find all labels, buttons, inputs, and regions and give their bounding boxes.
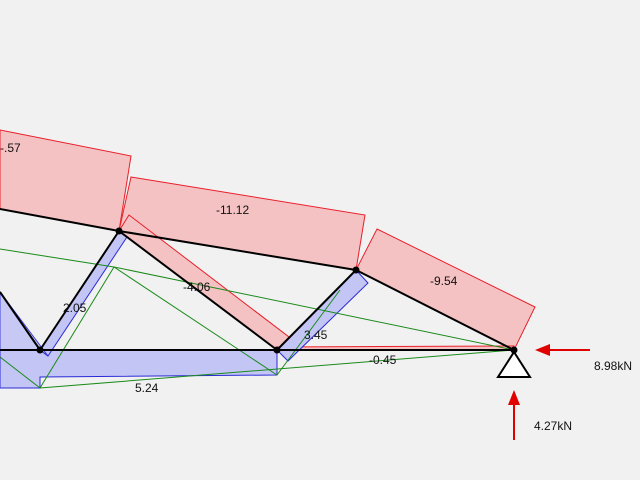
member-diagonal-b xyxy=(118,230,278,351)
member-top-chord-right xyxy=(355,269,515,351)
deformed-left-1 xyxy=(0,356,41,389)
node xyxy=(352,266,360,274)
deformed-diagonal-1 xyxy=(39,266,115,389)
vertical-reaction-arrow-icon xyxy=(508,390,520,440)
truss-members xyxy=(0,208,515,351)
node xyxy=(510,346,518,354)
deformed-top-chord xyxy=(0,248,115,268)
member-diagonal-left xyxy=(0,291,41,351)
label-diagonal-a: 2.05 xyxy=(63,301,87,315)
label-diagonal-c: 3.45 xyxy=(304,328,328,342)
label-vertical-reaction: 4.27kN xyxy=(534,419,572,433)
label-top-chord-mid: -11.12 xyxy=(216,203,249,217)
label-bottom-chord-left: 5.24 xyxy=(135,381,159,395)
label-diagonal-b: -4.06 xyxy=(183,280,211,294)
member-diagonal-a xyxy=(39,230,120,351)
horizontal-reaction-arrow-icon xyxy=(535,344,590,356)
label-top-chord-right: -9.54 xyxy=(430,274,458,288)
member-diagonal-c xyxy=(276,269,357,351)
deformed-top-chord-right xyxy=(113,266,515,351)
member-top-chord-mid xyxy=(118,230,357,271)
node xyxy=(273,346,281,354)
member-force-labels: -.57 -11.12 -9.54 2.05 -4.06 3.45 5.24 -… xyxy=(0,141,458,395)
label-bottom-chord-right: -0.45 xyxy=(369,353,397,367)
node xyxy=(115,227,123,235)
label-top-chord-left: -.57 xyxy=(0,141,21,155)
deformed-bottom-chord xyxy=(39,349,515,389)
label-horizontal-reaction: 8.98kN xyxy=(594,359,632,373)
member-top-chord-left xyxy=(0,208,120,232)
node xyxy=(36,346,44,354)
deformed-diagonal-3 xyxy=(276,289,341,376)
truss-nodes xyxy=(36,227,518,354)
triangle-support-icon xyxy=(496,350,532,378)
deformed-shape xyxy=(0,248,515,389)
reaction-arrows xyxy=(508,344,590,440)
deformed-diagonal-2 xyxy=(113,266,278,376)
reaction-labels: 8.98kN 4.27kN xyxy=(534,359,632,433)
